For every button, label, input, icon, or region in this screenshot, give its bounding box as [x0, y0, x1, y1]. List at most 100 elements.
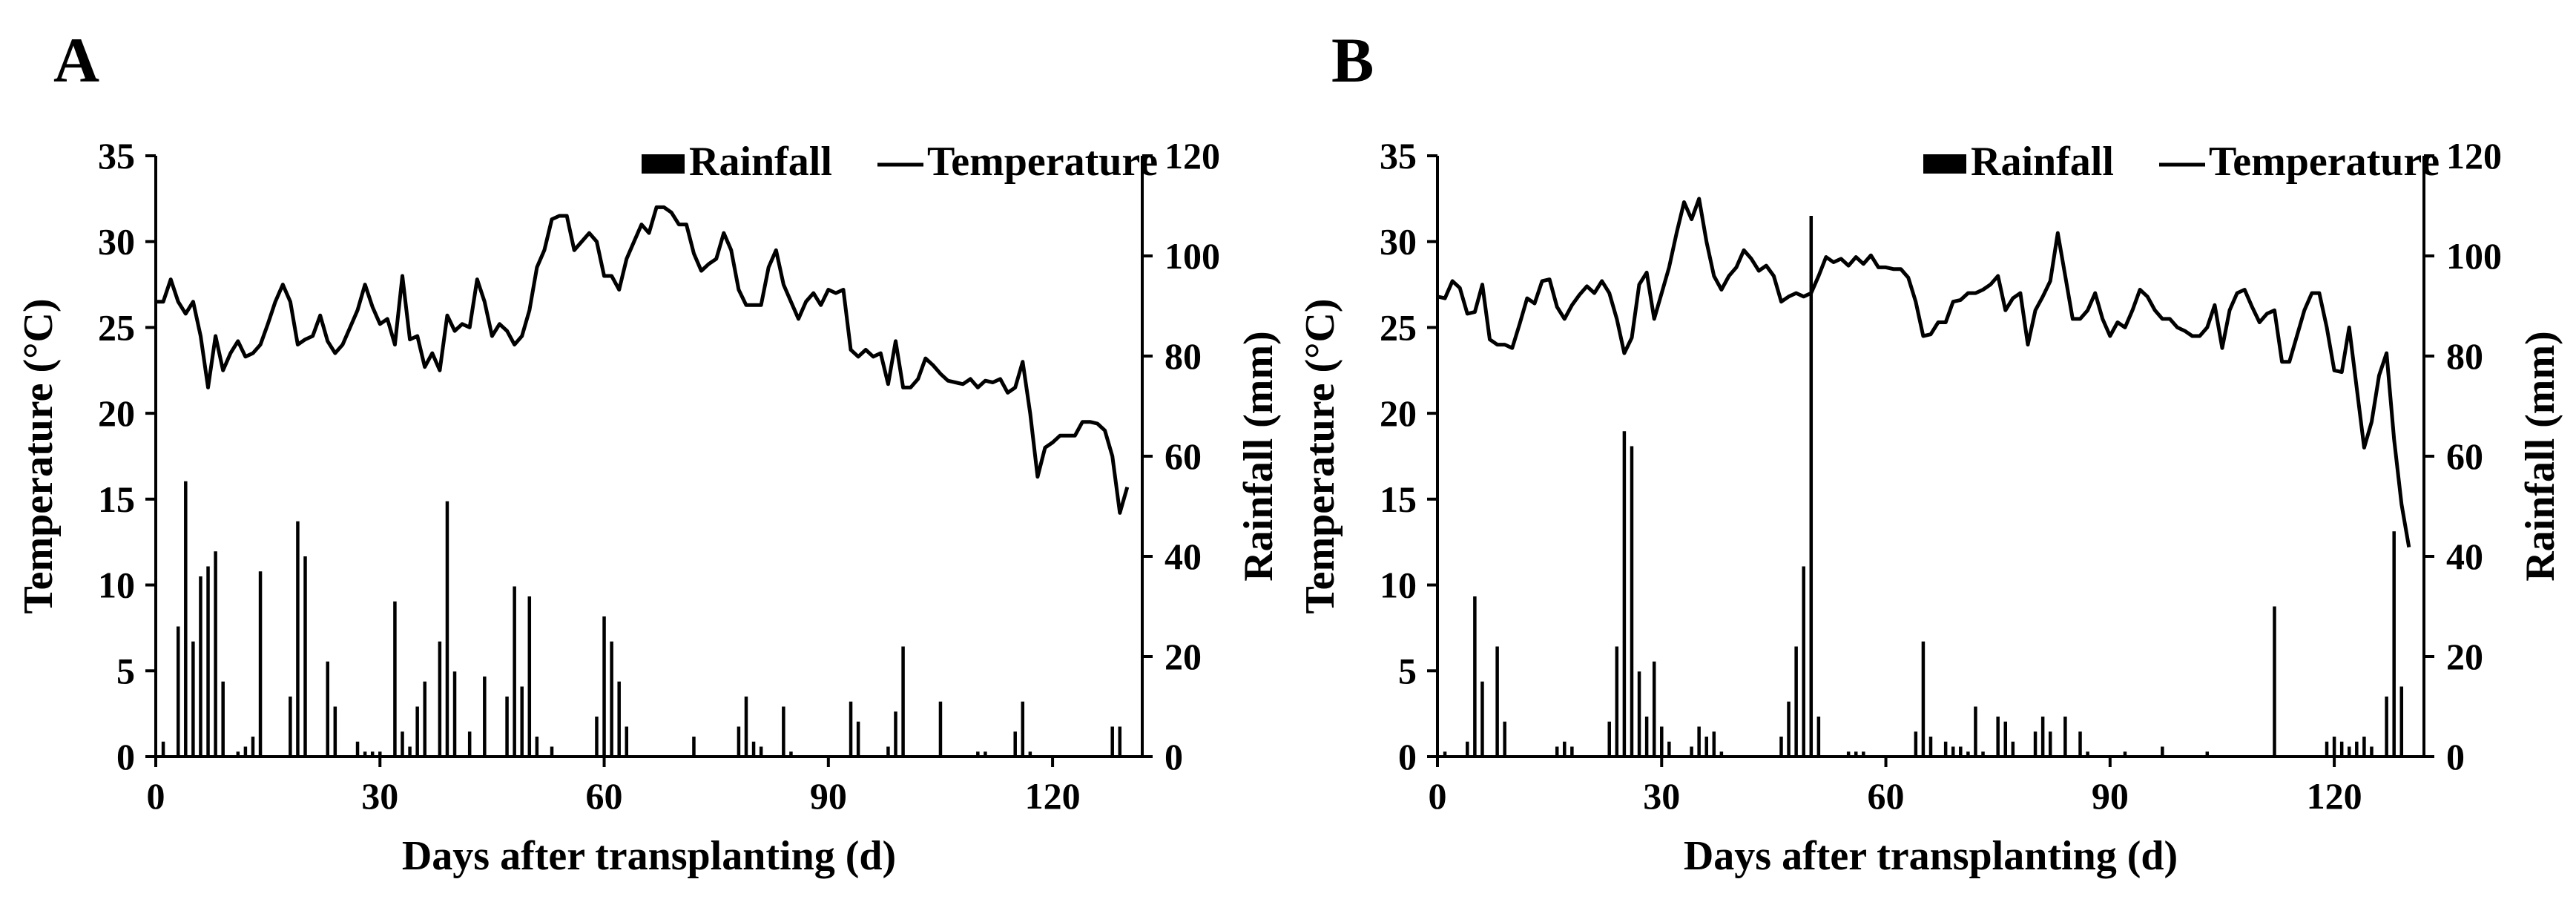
rainfall-bar: [2385, 697, 2388, 757]
y-tick-label: 15: [98, 478, 135, 520]
rainfall-bar: [184, 481, 188, 757]
y-axis-title: Temperature (°C): [1297, 298, 1343, 613]
rainfall-bar: [1974, 706, 1977, 757]
rainfall-bar: [289, 697, 292, 757]
y2-tick-label: 80: [1165, 335, 1202, 377]
rainfall-bar: [2362, 737, 2366, 757]
y-tick-label: 10: [1380, 565, 1417, 606]
rainfall-bar: [161, 741, 165, 757]
x-axis-title: Days after transplanting (d): [1684, 833, 2178, 879]
rainfall-bar: [2048, 731, 2052, 757]
rainfall-bar: [1637, 671, 1641, 757]
rainfall-bar: [393, 601, 397, 757]
x-tick-label: 60: [586, 775, 623, 817]
temperature-line: [1437, 197, 2411, 548]
x-tick-label: 0: [147, 775, 165, 817]
rainfall-bar: [408, 746, 412, 757]
rainfall-bar: [856, 721, 860, 757]
rainfall-bar: [2205, 751, 2210, 757]
rainfall-bar: [2011, 741, 2015, 757]
rainfall-bar: [2325, 741, 2329, 757]
rainfall-bar: [1466, 741, 1469, 757]
rainfall-bar: [1928, 737, 1933, 757]
y-tick-label: 0: [1398, 736, 1417, 777]
chart-panel-b: B 0 5 10 15 20 25 30 35 0 20 40 60 80 100 120 0 30 60 90 120…: [1297, 24, 2563, 879]
rainfall-bar: [849, 701, 853, 757]
rainfall-bar: [1779, 737, 1783, 757]
rainfall-bar: [1787, 701, 1791, 757]
rainfall-bar: [303, 556, 307, 757]
rainfall-bar: [1480, 681, 1484, 757]
rainfall-bar: [1503, 721, 1506, 757]
rainfall-bar: [744, 697, 748, 757]
rainfall-bar: [378, 751, 382, 757]
rainfall-bar: [1951, 746, 1955, 757]
rainfall-bar: [1570, 746, 1574, 757]
y2-tick-label: 100: [1165, 235, 1220, 277]
rainfall-bar: [423, 681, 426, 757]
rainfall-bar: [2063, 717, 2067, 757]
rainfall-bar: [751, 741, 756, 757]
rainfall-bar: [243, 746, 248, 757]
rainfall-bar: [2003, 721, 2008, 757]
y-tick-label: 0: [116, 736, 135, 777]
y-tick-label: 35: [98, 135, 135, 177]
rainfall-bar: [1981, 751, 1985, 757]
x-tick-label: 30: [1643, 775, 1680, 817]
rainfall-bar: [415, 706, 419, 757]
x-tick-label: 30: [361, 775, 398, 817]
rainfall-bar: [1719, 751, 1724, 757]
rainfall-bar: [467, 731, 472, 757]
rainfall-bar: [550, 746, 554, 757]
rainfall-bar: [1712, 731, 1716, 757]
rainfall-bar: [602, 616, 606, 757]
legend-rainfall-label: Rainfall: [1971, 139, 2114, 185]
rainfall-bar: [1110, 726, 1114, 757]
rainfall-bar: [1921, 641, 1926, 757]
x-tick-label: 0: [1429, 775, 1447, 817]
rainfall-bar: [206, 566, 210, 757]
rainfall-bar: [333, 706, 337, 757]
rainfall-bar: [1846, 751, 1851, 757]
rainfall-bar: [1118, 726, 1122, 757]
rainfall-bar: [1854, 751, 1858, 757]
rainfall-bar: [1959, 746, 1963, 757]
legend-temperature-label: Temperature: [2209, 139, 2440, 185]
y2-tick-label: 120: [2446, 135, 2502, 177]
y2-tick-label: 20: [2446, 636, 2483, 677]
y2-tick-label: 80: [2446, 335, 2483, 377]
panel-letter: A: [53, 24, 99, 96]
y2-tick-label: 100: [2446, 235, 2502, 277]
rainfall-bar: [1914, 731, 1918, 757]
y2-tick-label: 120: [1165, 135, 1220, 177]
rainfall-bar: [452, 671, 457, 757]
rainfall-bar: [1660, 726, 1664, 757]
y2-axis-title: Rainfall (mm): [2517, 331, 2563, 582]
y2-axis-title: Rainfall (mm): [1236, 331, 1282, 582]
legend-rainfall-label: Rainfall: [689, 139, 832, 185]
rainfall-bar: [789, 751, 793, 757]
rainfall-bar: [1652, 661, 1656, 757]
y-tick-label: 15: [1380, 478, 1417, 520]
rainfall-bar: [2399, 686, 2404, 757]
rainfall-bar: [2339, 741, 2344, 757]
rainfall-bar: [1607, 721, 1611, 757]
rainfall-bar: [527, 596, 532, 757]
rainfall-bar: [1563, 741, 1567, 757]
rainfall-bar: [1021, 701, 1025, 757]
y-tick-label: 25: [1380, 306, 1417, 348]
legend-rainfall-swatch: [1923, 154, 1966, 174]
x-tick-label: 120: [2307, 775, 2362, 817]
rainfall-bar: [258, 571, 263, 757]
rainfall-bar: [2078, 731, 2082, 757]
legend-temperature-label: Temperature: [927, 139, 1158, 185]
rainfall-bar: [1495, 646, 1499, 757]
rainfall-bar: [401, 731, 404, 757]
rainfall-bar: [1690, 746, 1693, 757]
chart-panel-a: A 0 5 10 15 20 25 30 35 0 20 40 60 80 100 120 0 30 60 90 120…: [16, 24, 1282, 879]
x-tick-label: 90: [810, 775, 847, 817]
y-tick-label: 25: [98, 306, 135, 348]
rainfall-bar: [326, 661, 329, 757]
rainfall-bar: [737, 726, 741, 757]
